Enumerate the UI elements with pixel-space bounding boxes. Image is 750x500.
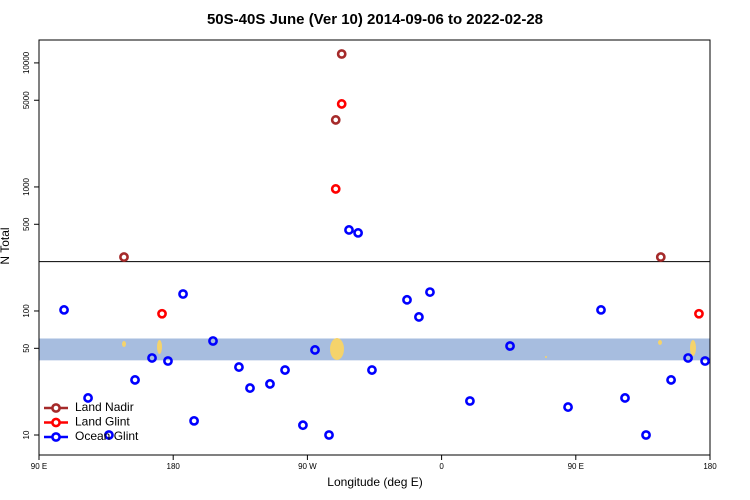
point: [330, 115, 341, 125]
y-tick-label: 100: [22, 304, 31, 318]
point: [189, 415, 199, 426]
y-tick-label: 10: [22, 430, 31, 439]
x-axis-label: Longitude (deg E): [327, 475, 422, 489]
point: [178, 289, 188, 299]
point: [666, 375, 676, 385]
point: [104, 430, 114, 440]
point: [620, 393, 630, 403]
x-tick-label: 0: [439, 462, 444, 471]
point: [83, 393, 93, 403]
point: [324, 430, 334, 440]
plot-frame: [38, 39, 711, 456]
y-tick-label: 500: [22, 217, 31, 231]
band: [39, 338, 710, 361]
y-tick-label: 5000: [22, 91, 31, 109]
point: [596, 305, 606, 315]
land-speck: [330, 338, 344, 360]
point: [683, 353, 693, 363]
point: [330, 184, 341, 194]
point: [208, 336, 218, 346]
legend-label: Land Nadir: [75, 400, 134, 414]
point: [344, 225, 354, 235]
land-speck: [545, 356, 547, 358]
legend-label: Land Glint: [75, 415, 130, 429]
point: [336, 49, 347, 59]
point: [234, 362, 244, 372]
y-tick-label: 10000: [22, 51, 31, 74]
point: [163, 356, 173, 366]
point: [700, 356, 710, 366]
point: [505, 341, 515, 351]
point: [130, 375, 140, 385]
point: [245, 383, 255, 393]
legend-label: Ocean Glint: [75, 429, 139, 443]
point: [119, 252, 129, 262]
point: [641, 430, 651, 440]
land-speck: [157, 340, 162, 354]
point: [336, 99, 347, 109]
point: [694, 308, 704, 319]
land-speck: [690, 340, 696, 356]
point: [425, 287, 435, 297]
point: [265, 379, 275, 389]
point: [655, 252, 666, 262]
x-tick-label: 180: [167, 462, 181, 471]
point: [563, 402, 573, 412]
chart-title: 50S-40S June (Ver 10) 2014-09-06 to 2022…: [207, 11, 543, 28]
point: [402, 294, 412, 305]
point: [414, 312, 424, 322]
point: [465, 396, 475, 406]
y-tick-label: 50: [22, 343, 31, 352]
x-tick-label: 90 E: [31, 462, 47, 471]
x-tick-label: 90 W: [298, 462, 317, 471]
x-tick-label: 90 E: [568, 462, 584, 471]
point: [310, 345, 320, 355]
point: [298, 420, 308, 431]
legend-marker: [51, 403, 61, 413]
point: [157, 308, 167, 319]
y-tick-label: 1000: [22, 177, 31, 195]
legend-marker: [51, 417, 61, 428]
point: [280, 365, 290, 375]
x-tick-label: 180: [703, 462, 717, 471]
point: [59, 305, 69, 315]
point: [353, 228, 363, 238]
point: [367, 365, 377, 375]
point: [147, 353, 157, 363]
legend-marker: [51, 432, 61, 442]
land-speck: [122, 341, 126, 347]
land-speck: [658, 340, 662, 345]
y-axis-label: N Total: [0, 227, 12, 264]
